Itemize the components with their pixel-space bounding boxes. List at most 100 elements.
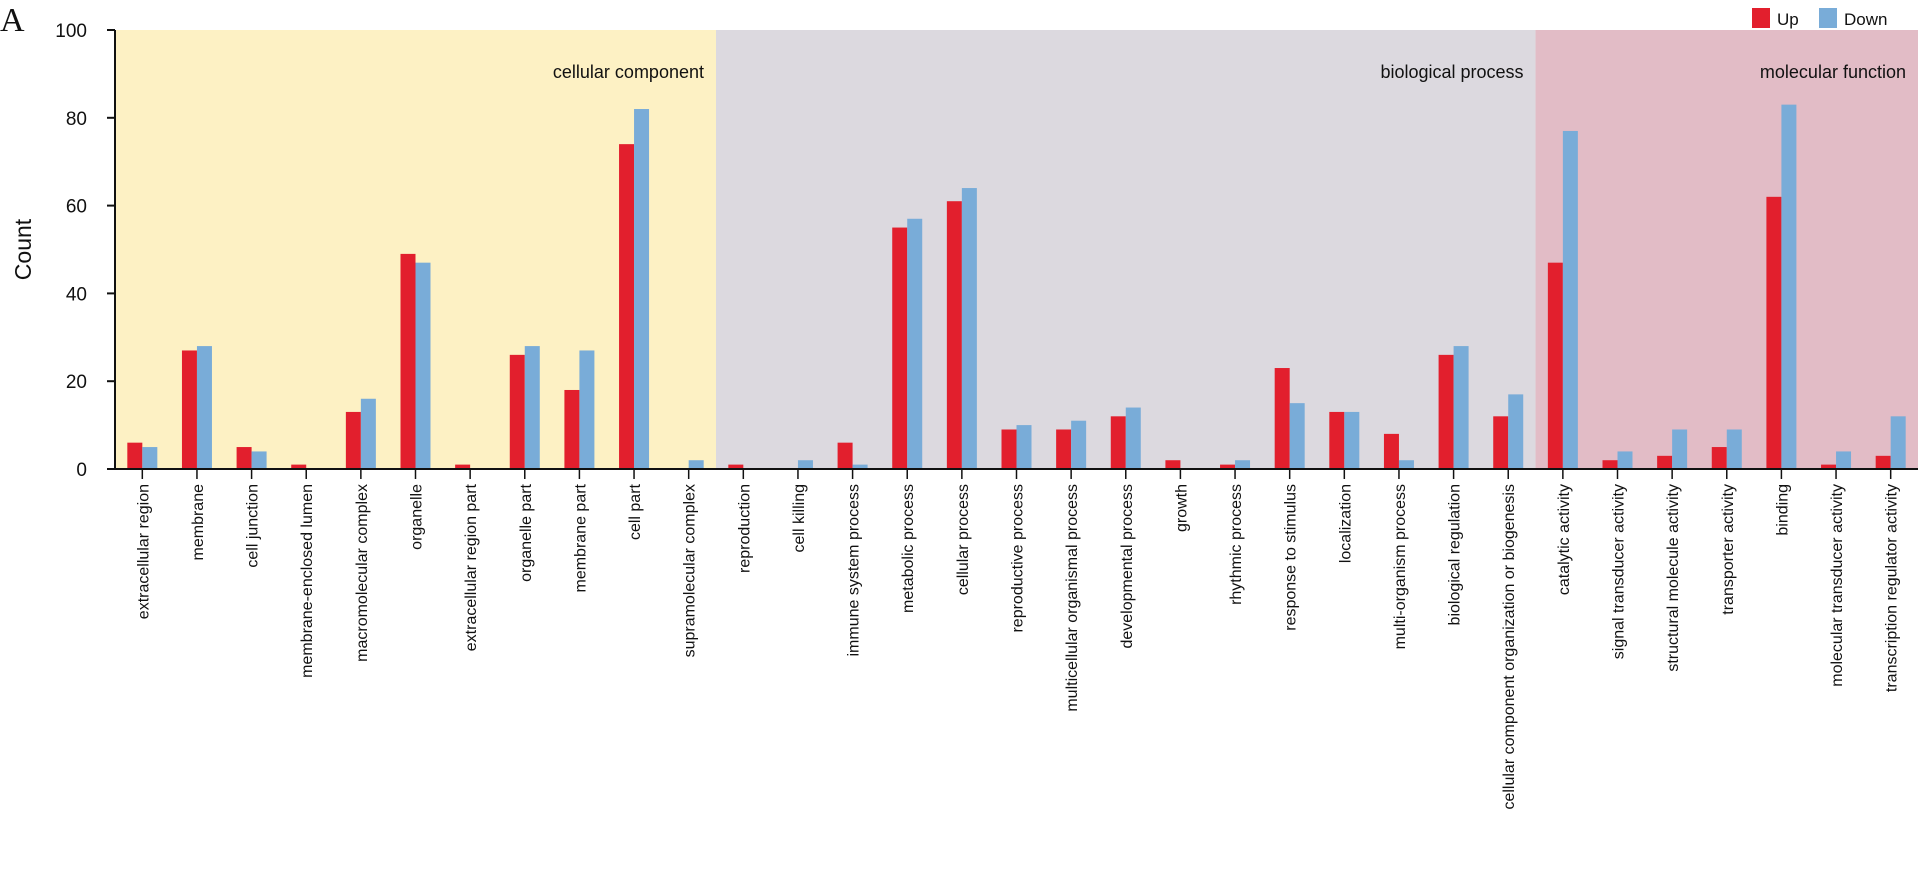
x-tick-label-1: membrane	[190, 484, 207, 561]
bar-up-8	[564, 389, 580, 469]
bar-up-24	[1438, 354, 1454, 469]
bar-down-17	[1071, 420, 1087, 469]
group-label-biological-process: biological process	[1380, 62, 1523, 82]
x-tick-label-4: macromolecular complex	[354, 484, 371, 662]
bar-up-23	[1383, 433, 1399, 469]
bar-up-17	[1056, 429, 1072, 469]
bar-down-24	[1453, 346, 1469, 469]
bar-down-8	[579, 350, 595, 469]
y-tick-label-100: 100	[55, 21, 87, 42]
legend-label-down: Down	[1844, 10, 1887, 29]
bar-down-15	[961, 188, 977, 470]
bar-up-4	[345, 411, 361, 469]
bar-up-7	[509, 354, 525, 469]
bar-up-27	[1602, 460, 1618, 469]
bar-down-18	[1125, 407, 1141, 469]
x-tick-label-5: organelle	[409, 484, 426, 550]
bar-up-31	[1821, 464, 1837, 469]
x-tick-label-23: multi-organism process	[1392, 484, 1409, 649]
y-tick-label-80: 80	[66, 109, 87, 130]
bar-down-13	[852, 464, 868, 469]
x-tick-label-21: response to stimulus	[1283, 484, 1300, 631]
bar-down-1	[196, 346, 212, 469]
bar-down-20	[1235, 460, 1251, 469]
x-tick-label-9: cell part	[627, 483, 644, 540]
x-tick-label-0: extracellular region	[135, 484, 152, 619]
bar-up-26	[1547, 262, 1563, 469]
y-tick-label-40: 40	[66, 284, 87, 305]
panel-label: A	[0, 2, 25, 39]
x-tick-label-32: transcription regulator activity	[1884, 484, 1901, 692]
legend-swatch-up	[1752, 8, 1770, 28]
bar-up-19	[1165, 460, 1181, 469]
bar-up-14	[892, 227, 908, 469]
y-tick-label-0: 0	[76, 460, 87, 481]
y-tick-label-20: 20	[66, 372, 87, 393]
x-tick-label-25: cellular component organization or bioge…	[1501, 484, 1518, 810]
bar-up-1	[181, 350, 197, 469]
group-band-biological-process	[716, 30, 1536, 469]
bar-down-12	[797, 460, 813, 469]
bar-up-28	[1657, 455, 1673, 469]
bar-down-26	[1562, 130, 1578, 469]
bar-down-0	[142, 447, 158, 469]
x-tick-label-24: biological regulation	[1447, 484, 1464, 625]
bar-up-9	[619, 144, 635, 469]
bar-down-27	[1617, 451, 1633, 469]
x-tick-label-13: immune system process	[846, 484, 863, 657]
bar-up-21	[1274, 368, 1290, 469]
bar-down-30	[1781, 104, 1797, 469]
bar-down-9	[634, 109, 650, 470]
x-tick-label-31: molecular transducer activity	[1829, 484, 1846, 687]
bar-down-22	[1344, 411, 1360, 469]
group-label-molecular-function: molecular function	[1760, 62, 1906, 82]
y-tick-label-60: 60	[66, 197, 87, 218]
bar-down-25	[1508, 394, 1524, 469]
x-tick-label-14: metabolic process	[900, 484, 917, 613]
bar-up-3	[291, 464, 307, 469]
x-tick-label-19: growth	[1173, 484, 1190, 532]
x-tick-label-6: extracellular region part	[463, 483, 480, 651]
x-tick-label-29: transporter activity	[1720, 484, 1737, 615]
x-tick-label-15: cellular process	[955, 484, 972, 595]
bar-down-23	[1398, 460, 1414, 469]
x-tick-label-7: organelle part	[518, 483, 535, 581]
x-tick-label-28: structural molecule activity	[1665, 484, 1682, 672]
bar-up-22	[1329, 411, 1345, 469]
bar-up-32	[1875, 455, 1891, 469]
bar-up-30	[1766, 196, 1782, 469]
bar-down-16	[1016, 425, 1032, 469]
bar-up-13	[837, 442, 853, 469]
bar-down-2	[251, 451, 267, 469]
bar-up-18	[1110, 416, 1126, 469]
bar-up-25	[1493, 416, 1509, 469]
bar-down-4	[360, 398, 376, 469]
x-tick-label-8: membrane part	[572, 483, 589, 592]
bar-down-10	[688, 460, 704, 469]
bar-up-5	[400, 253, 416, 469]
x-tick-label-11: reproduction	[736, 484, 753, 573]
bar-up-29	[1711, 447, 1727, 469]
x-tick-label-26: catalytic activity	[1556, 484, 1573, 595]
bar-down-29	[1726, 429, 1742, 469]
x-tick-label-17: multicellular organismal process	[1064, 484, 1081, 712]
group-label-cellular-component: cellular component	[553, 62, 704, 82]
x-tick-label-2: cell junction	[245, 484, 262, 568]
bar-down-7	[524, 346, 540, 469]
legend-label-up: Up	[1777, 10, 1799, 29]
x-tick-label-22: localization	[1337, 484, 1354, 563]
x-tick-label-27: signal transducer activity	[1611, 484, 1628, 659]
x-tick-label-30: binding	[1774, 484, 1791, 536]
bar-down-14	[907, 218, 923, 469]
x-tick-label-16: reproductive process	[1010, 484, 1027, 633]
bar-up-0	[127, 442, 143, 469]
bar-down-5	[415, 262, 431, 469]
group-band-molecular-function	[1535, 30, 1918, 469]
y-axis-label: Count	[10, 218, 36, 280]
bar-up-16	[1001, 429, 1017, 469]
bar-down-32	[1890, 416, 1906, 469]
legend-swatch-down	[1819, 8, 1837, 28]
x-tick-label-12: cell killing	[791, 484, 808, 552]
bar-up-20	[1220, 464, 1236, 469]
